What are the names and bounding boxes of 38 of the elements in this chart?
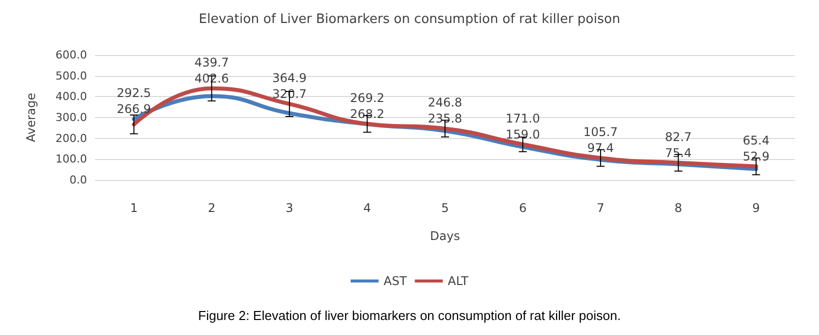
data-label: 65.4	[742, 133, 770, 148]
x-tick-label: 8	[674, 201, 682, 215]
data-label: 52.9	[742, 149, 770, 164]
y-tick-label: 500.0	[56, 69, 87, 82]
y-tick-label: 400.0	[56, 90, 87, 104]
x-tick-label: 9	[752, 201, 760, 215]
data-label: 171.0	[506, 111, 540, 126]
caption: Figure 2: Elevation of liver biomarkers on consumption of rat killer poison.	[197, 308, 622, 323]
x-tick-label: 2	[208, 201, 216, 215]
y-tick-label: 200.0	[56, 132, 87, 145]
chart-title: Elevation of Liver Biomarkers on consumption of rat killer poison	[198, 12, 620, 27]
data-label: 82.7	[664, 130, 692, 144]
data-label: 292.5	[116, 86, 152, 100]
y-tick-label: 300.0	[56, 111, 87, 124]
data-label: 246.8	[428, 96, 462, 110]
y-tick-label: 600.0	[56, 48, 87, 62]
x-axis-title: Days	[430, 229, 460, 243]
data-label: 266.9	[116, 102, 152, 116]
data-label: 439.7	[194, 55, 229, 70]
data-label: 105.7	[583, 124, 618, 139]
data-label: 235.8	[428, 112, 462, 126]
x-tick-label: 6	[518, 201, 527, 215]
data-label: 269.2	[350, 90, 384, 105]
x-tick-label: 1	[130, 201, 138, 215]
y-tick-label: 100.0	[56, 152, 87, 166]
x-tick-label: 5	[441, 201, 449, 215]
legend-label: AST	[384, 274, 408, 288]
data-label: 364.9	[272, 70, 307, 85]
legend-label: ALT	[448, 274, 470, 288]
y-tick-label: 0.0	[70, 174, 87, 186]
data-label: 268.2	[350, 106, 384, 121]
x-tick-label: 7	[596, 201, 604, 215]
data-label: 159.0	[506, 127, 540, 142]
x-tick-label: 4	[363, 201, 372, 215]
data-label: 75.4	[664, 146, 692, 160]
data-label: 97.4	[587, 140, 614, 155]
x-tick-label: 3	[286, 201, 294, 215]
y-axis-title: Average	[24, 92, 38, 142]
